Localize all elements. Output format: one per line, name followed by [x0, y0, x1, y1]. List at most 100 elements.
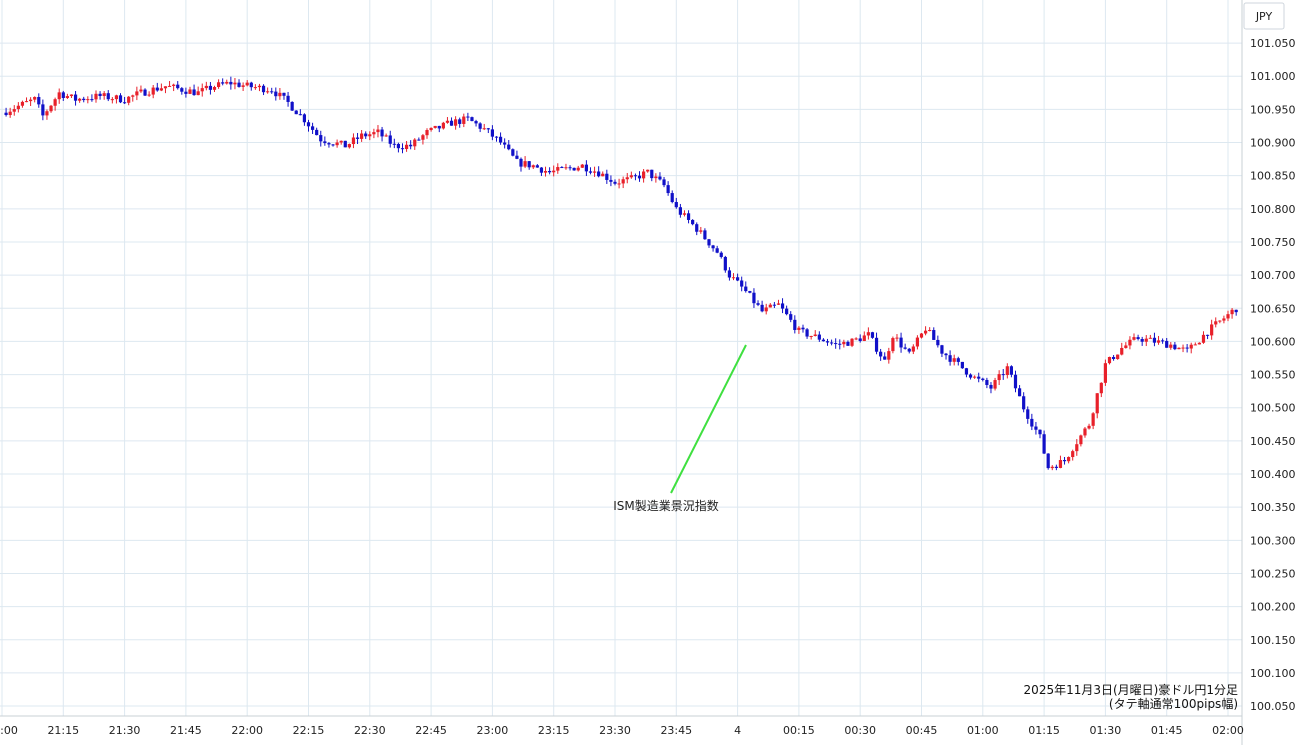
- candle-down: [801, 327, 805, 330]
- candle-up: [172, 84, 176, 86]
- candle-up: [49, 105, 53, 112]
- candle-down: [633, 175, 638, 177]
- candle-down: [584, 164, 588, 172]
- candle-up: [147, 94, 151, 96]
- candle-down: [678, 207, 682, 215]
- candle-down: [1022, 396, 1026, 410]
- y-tick-label: 100.150: [1250, 634, 1296, 647]
- candle-down: [1062, 460, 1067, 462]
- candle-up: [1120, 347, 1124, 355]
- annotation-label: ISM製造業景況指数: [613, 498, 719, 513]
- candle-down: [364, 133, 368, 137]
- candle-down: [846, 341, 850, 346]
- candle-up: [1005, 366, 1009, 375]
- candle-down: [572, 167, 576, 171]
- candle-down: [237, 82, 241, 87]
- x-tick-label: 01:15: [1028, 724, 1060, 737]
- x-tick-label: 01:00: [967, 724, 999, 737]
- candle-up: [20, 101, 25, 106]
- candle-down: [666, 185, 670, 194]
- x-tick-label: 21:00: [0, 724, 18, 737]
- y-tick-label: 100.200: [1250, 601, 1296, 614]
- candle-down: [1017, 388, 1022, 397]
- candle-up: [212, 86, 217, 90]
- candle-up: [1226, 314, 1230, 319]
- x-tick-label: 02:00: [1212, 724, 1244, 737]
- candle-down: [686, 213, 691, 220]
- candle-down: [437, 125, 441, 129]
- x-tick-label: 21:45: [170, 724, 202, 737]
- candle-down: [597, 171, 601, 177]
- x-tick-label: 00:30: [844, 724, 876, 737]
- candle-up: [102, 93, 106, 97]
- y-tick-label: 100.300: [1250, 534, 1296, 547]
- candle-up: [813, 334, 817, 336]
- candle-up: [973, 376, 977, 378]
- candle-down: [294, 110, 298, 115]
- candle-up: [564, 167, 568, 169]
- candle-down: [985, 379, 989, 385]
- candle-up: [16, 105, 20, 110]
- candle-down: [208, 85, 213, 90]
- candle-down: [123, 102, 127, 104]
- candle-up: [1132, 337, 1136, 340]
- candle-down: [858, 338, 862, 341]
- candle-up: [1075, 444, 1079, 452]
- x-tick-label: 22:00: [231, 724, 263, 737]
- candle-up: [1091, 413, 1095, 426]
- candle-up: [797, 327, 801, 330]
- x-tick-label: 00:45: [906, 724, 938, 737]
- candle-down: [772, 304, 776, 306]
- y-tick-label: 100.050: [1250, 700, 1296, 713]
- candle-down: [1001, 374, 1005, 376]
- x-tick-label: 01:30: [1090, 724, 1122, 737]
- candle-up: [1201, 334, 1206, 343]
- candle-up: [351, 137, 356, 145]
- x-tick-label: 21:30: [109, 724, 141, 737]
- candle-down: [613, 181, 617, 184]
- candle-down: [229, 81, 233, 85]
- currency-label-box[interactable]: [1243, 2, 1285, 30]
- annotation-pointer-line: [670, 344, 747, 494]
- x-tick-label: 21:15: [47, 724, 79, 737]
- candle-up: [887, 351, 891, 360]
- candle-up: [862, 335, 866, 341]
- candle-down: [1152, 337, 1157, 343]
- candle-down: [290, 101, 294, 111]
- candle-up: [127, 96, 131, 103]
- candle-down: [490, 129, 494, 137]
- candle-up: [33, 96, 37, 100]
- candle-up: [94, 93, 98, 100]
- candle-up: [57, 92, 61, 100]
- y-tick-label: 100.900: [1250, 137, 1296, 150]
- candle-up: [911, 346, 915, 352]
- candle-down: [155, 87, 159, 91]
- candle-up: [809, 335, 813, 337]
- candle-down: [417, 139, 421, 141]
- candle-down: [588, 171, 593, 173]
- candle-up: [1222, 318, 1226, 321]
- candle-down: [760, 304, 764, 312]
- candle-down: [1185, 347, 1189, 349]
- candle-up: [433, 125, 437, 128]
- candle-up: [441, 122, 445, 129]
- candle-down: [650, 169, 654, 179]
- y-tick-label: 100.500: [1250, 402, 1296, 415]
- candle-down: [176, 84, 180, 89]
- candle-up: [462, 116, 466, 124]
- candle-up: [850, 338, 854, 346]
- candle-up: [151, 87, 155, 95]
- candle-up: [167, 85, 172, 87]
- candle-down: [1042, 434, 1046, 454]
- y-tick-label: 100.700: [1250, 269, 1296, 282]
- candle-up: [993, 380, 997, 389]
- candle-up: [347, 144, 351, 148]
- candle-down: [282, 92, 286, 96]
- candle-down: [396, 143, 401, 149]
- candle-up: [253, 87, 257, 89]
- candle-down: [486, 128, 490, 130]
- candle-up: [699, 230, 703, 232]
- candle-up: [543, 170, 548, 173]
- candle-up: [625, 177, 629, 180]
- candle-down: [1054, 466, 1058, 468]
